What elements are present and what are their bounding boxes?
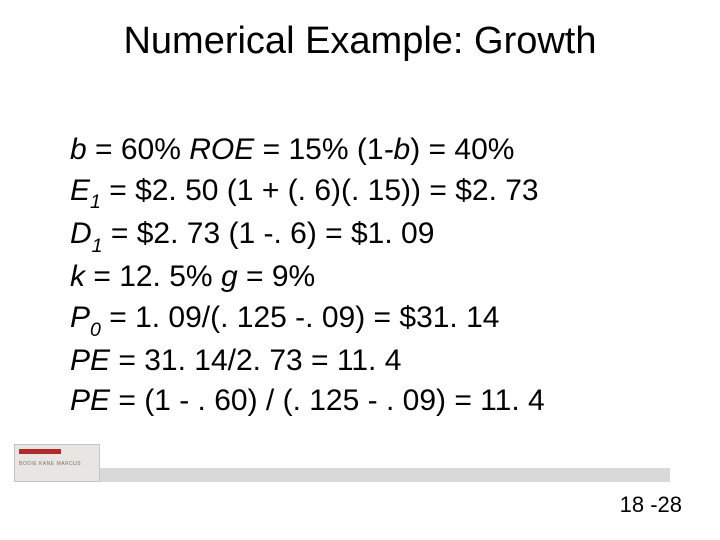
slide: Numerical Example: Growth b = 60% ROE = …	[0, 0, 720, 540]
equation-line-1: b = 60% ROE = 15% (1-b) = 40%	[70, 130, 670, 171]
text: = 9%	[238, 260, 316, 293]
var-k: k	[70, 260, 85, 293]
subscript: 1	[92, 235, 103, 257]
text: = 60%	[87, 133, 190, 166]
text: ) = 40%	[410, 133, 514, 166]
slide-body: b = 60% ROE = 15% (1-b) = 40% E1 = $2. 5…	[70, 130, 670, 422]
equation-line-4: k = 12. 5% g = 9%	[70, 257, 670, 298]
subscript: 0	[90, 319, 101, 341]
var-g: g	[221, 260, 238, 293]
var-minus-b: -b	[384, 133, 411, 166]
text: = 15% (1	[254, 133, 383, 166]
equation-line-3: D1 = $2. 73 (1 -. 6) = $1. 09	[70, 214, 670, 257]
var-pe: PE	[70, 384, 110, 417]
text: = 1. 09/(. 125 -. 09) = $31. 14	[101, 301, 500, 334]
badge-accent	[19, 449, 61, 454]
slide-title: Numerical Example: Growth	[0, 20, 720, 63]
subscript: 1	[90, 191, 101, 213]
equation-line-2: E1 = $2. 50 (1 + (. 6)(. 15)) = $2. 73	[70, 171, 670, 214]
var-roe: ROE	[189, 133, 254, 166]
text: = (1 - . 60) / (. 125 - . 09) = 11. 4	[110, 384, 545, 417]
equation-line-5: P0 = 1. 09/(. 125 -. 09) = $31. 14	[70, 298, 670, 341]
footer-divider-bar	[30, 468, 670, 482]
equation-line-7: PE = (1 - . 60) / (. 125 - . 09) = 11. 4	[70, 381, 670, 422]
text: = $2. 50 (1 + (. 6)(. 15)) = $2. 73	[101, 174, 539, 207]
var-e: E	[70, 174, 90, 207]
text: = $2. 73 (1 -. 6) = $1. 09	[103, 217, 435, 250]
text: = 12. 5%	[85, 260, 221, 293]
var-pe: PE	[70, 344, 110, 377]
badge-text: BODIE KANE MARCUS	[19, 461, 95, 467]
equation-line-6: PE = 31. 14/2. 73 = 11. 4	[70, 341, 670, 382]
var-d: D	[70, 217, 92, 250]
var-p: P	[70, 301, 90, 334]
var-b: b	[70, 133, 87, 166]
page-number: 18 -28	[620, 492, 682, 518]
text: = 31. 14/2. 73 = 11. 4	[110, 344, 401, 377]
textbook-badge: BODIE KANE MARCUS	[14, 444, 100, 482]
